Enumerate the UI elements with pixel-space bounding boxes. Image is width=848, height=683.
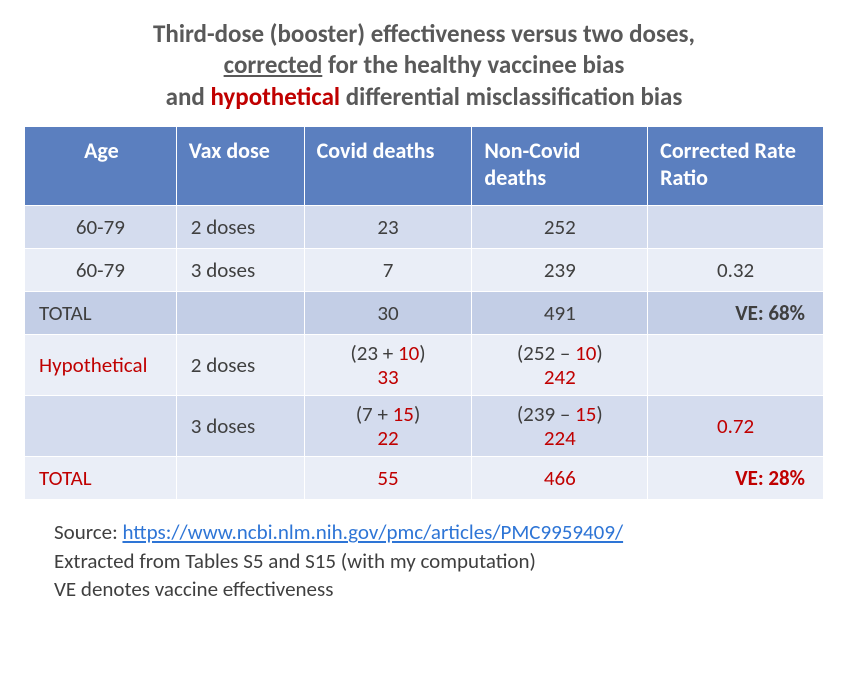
cell-age-hypo: Hypothetical bbox=[25, 334, 177, 395]
cell-covid: (7 + 15) 22 bbox=[304, 396, 472, 457]
title-line3-post: differential misclassification bias bbox=[340, 81, 682, 112]
cell-covid: 23 bbox=[304, 205, 472, 248]
page: Third-dose (booster) effectiveness versu… bbox=[0, 0, 848, 683]
cell-noncov: 252 bbox=[472, 205, 648, 248]
cell-vax: 3 doses bbox=[176, 248, 304, 291]
cell-noncov: 466 bbox=[472, 457, 648, 500]
expr-result: 224 bbox=[544, 425, 576, 451]
cell-age: 60-79 bbox=[25, 205, 177, 248]
table-row: 3 doses (7 + 15) 22 (239 – 15) 224 0.72 bbox=[25, 396, 824, 457]
col-ratio: Corrected Rate Ratio bbox=[648, 126, 824, 205]
expr-part: (252 – bbox=[517, 340, 575, 366]
cell-total-label: TOTAL bbox=[25, 291, 177, 334]
cell-vax: 2 doses bbox=[176, 205, 304, 248]
expr-part: (23 + bbox=[350, 340, 398, 366]
cell-noncov: (239 – 15) 224 bbox=[472, 396, 648, 457]
cell-blank bbox=[176, 457, 304, 500]
cell-vax: 3 doses bbox=[176, 396, 304, 457]
cell-noncov: 239 bbox=[472, 248, 648, 291]
expr-part: ) bbox=[419, 340, 425, 366]
cell-covid: 55 bbox=[304, 457, 472, 500]
title-line1: Third-dose (booster) effectiveness versu… bbox=[153, 18, 695, 49]
table-row: 60-79 3 doses 7 239 0.32 bbox=[25, 248, 824, 291]
table-row-total: TOTAL 55 466 VE: 28% bbox=[25, 457, 824, 500]
cell-ratio: 0.32 bbox=[648, 248, 824, 291]
cell-blank bbox=[176, 291, 304, 334]
col-covid: Covid deaths bbox=[304, 126, 472, 205]
col-vax: Vax dose bbox=[176, 126, 304, 205]
expr-red: 10 bbox=[398, 340, 419, 366]
source-link[interactable]: https://www.ncbi.nlm.nih.gov/pmc/article… bbox=[122, 519, 623, 545]
cell-covid: 7 bbox=[304, 248, 472, 291]
cell-ratio: 0.72 bbox=[648, 396, 824, 457]
cell-noncov: (252 – 10) 242 bbox=[472, 334, 648, 395]
source-prefix: Source: bbox=[54, 519, 122, 545]
cell-covid: (23 + 10) 33 bbox=[304, 334, 472, 395]
expr-result: 242 bbox=[544, 364, 576, 390]
cell-ratio bbox=[648, 334, 824, 395]
title-line3-red: hypothetical bbox=[210, 81, 340, 112]
expr-part: (7 + bbox=[356, 401, 393, 427]
header-row: Age Vax dose Covid deaths Non-Covid deat… bbox=[25, 126, 824, 205]
cell-vax: 2 doses bbox=[176, 334, 304, 395]
table-row: 60-79 2 doses 23 252 bbox=[25, 205, 824, 248]
col-noncovid: Non-Covid deaths bbox=[472, 126, 648, 205]
title-line3-pre: and bbox=[166, 81, 211, 112]
expr-result: 22 bbox=[377, 425, 398, 451]
page-title: Third-dose (booster) effectiveness versu… bbox=[24, 18, 824, 112]
title-line2-underlined: corrected bbox=[224, 49, 323, 80]
expr-red: 10 bbox=[575, 340, 596, 366]
table-row: Hypothetical 2 doses (23 + 10) 33 (252 –… bbox=[25, 334, 824, 395]
table-row-total: TOTAL 30 491 VE: 68% bbox=[25, 291, 824, 334]
expr-result: 33 bbox=[377, 364, 398, 390]
cell-ve: VE: 28% bbox=[648, 457, 824, 500]
cell-age: 60-79 bbox=[25, 248, 177, 291]
expr-red: 15 bbox=[393, 401, 414, 427]
cell-total-label: TOTAL bbox=[25, 457, 177, 500]
col-age: Age bbox=[25, 126, 177, 205]
title-line2-rest: for the healthy vaccinee bias bbox=[322, 49, 624, 80]
expr-red: 15 bbox=[575, 401, 596, 427]
cell-noncov: 491 bbox=[472, 291, 648, 334]
expr-part: ) bbox=[596, 401, 602, 427]
expr-part: (239 – bbox=[517, 401, 575, 427]
cell-blank bbox=[25, 396, 177, 457]
source-line3: VE denotes vaccine effectiveness bbox=[54, 576, 333, 602]
expr-part: ) bbox=[414, 401, 420, 427]
data-table: Age Vax dose Covid deaths Non-Covid deat… bbox=[24, 126, 824, 501]
cell-ratio bbox=[648, 205, 824, 248]
source-line2: Extracted from Tables S5 and S15 (with m… bbox=[54, 548, 536, 574]
source-block: Source: https://www.ncbi.nlm.nih.gov/pmc… bbox=[54, 518, 824, 603]
cell-ve: VE: 68% bbox=[648, 291, 824, 334]
cell-covid: 30 bbox=[304, 291, 472, 334]
expr-part: ) bbox=[596, 340, 602, 366]
